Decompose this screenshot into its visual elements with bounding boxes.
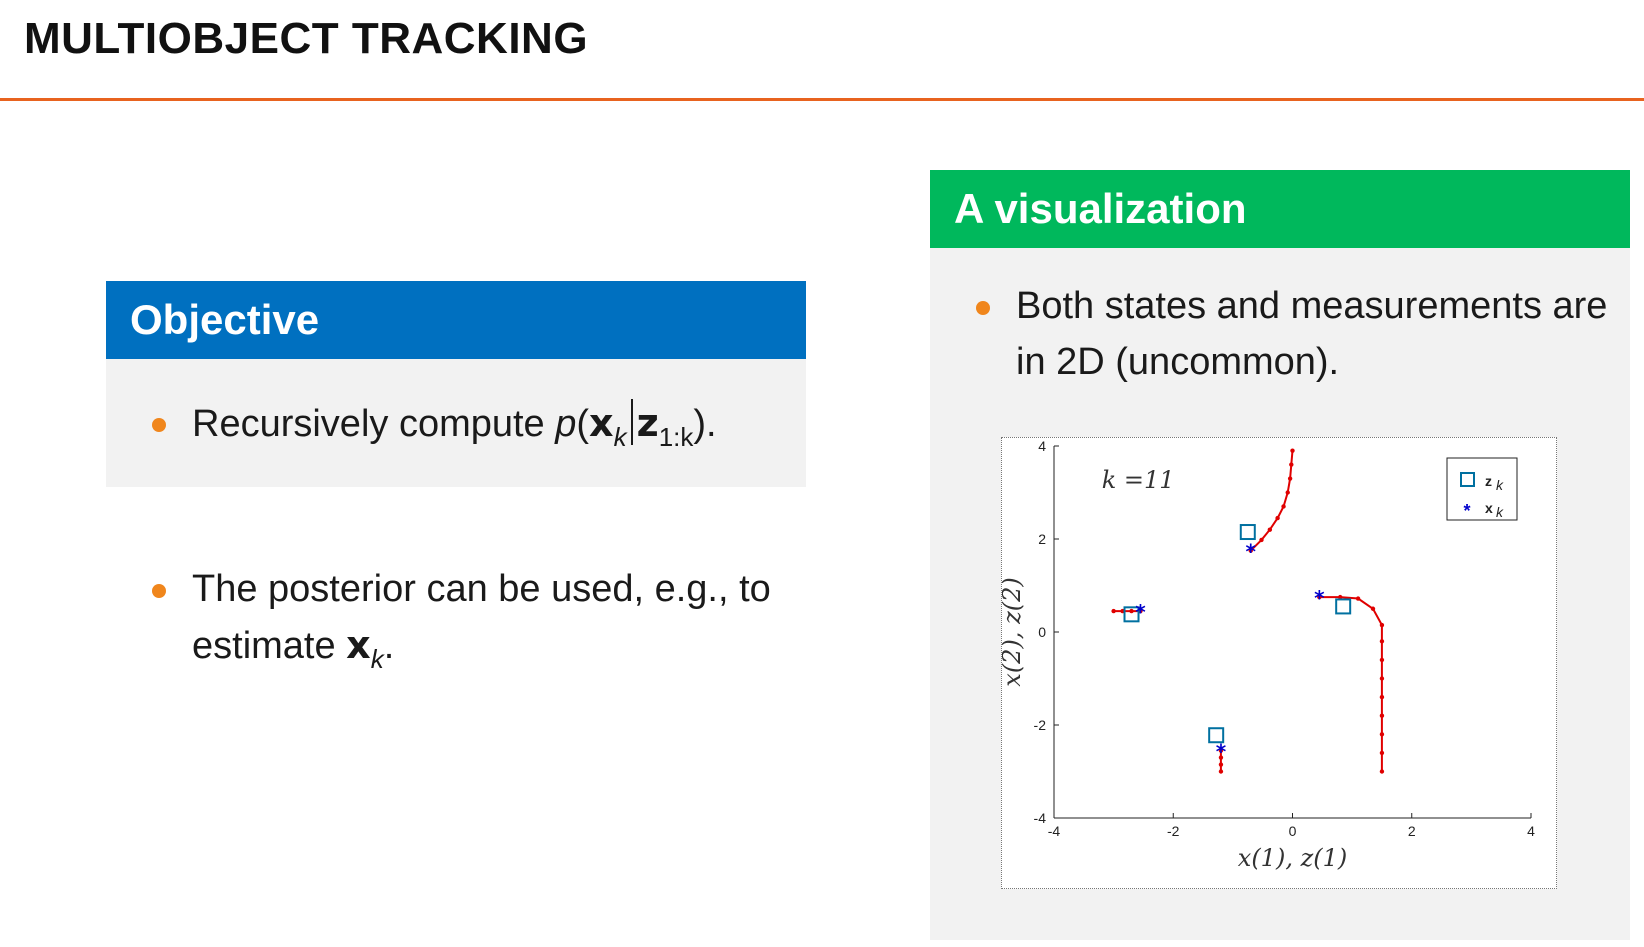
track-point	[1379, 732, 1385, 737]
track-point	[1379, 694, 1385, 700]
visualization-block: A visualization Both states and measurem…	[930, 170, 1630, 940]
y-tick-label: 0	[1038, 624, 1046, 640]
visualization-heading: A visualization	[930, 170, 1630, 248]
track-point	[1267, 527, 1273, 532]
state-marker: *	[1314, 586, 1325, 610]
legend-star-icon: *	[1463, 501, 1470, 521]
tracking-chart-svg: -4 -2 0 2 4 -4 -2 0 2 4 x(1), z(1) x(2), z(2) k =11 *…	[1002, 438, 1535, 872]
track-point	[1111, 608, 1116, 614]
track-point	[1281, 504, 1286, 509]
y-tick-label: -2	[1034, 717, 1047, 733]
objective-body: Recursively compute p(xk z1:k).	[106, 359, 806, 487]
measurement-marker	[1335, 598, 1352, 615]
x-tick-label: -4	[1048, 823, 1061, 839]
track-point	[1218, 755, 1224, 760]
track-point	[1259, 537, 1264, 543]
track-point	[1379, 750, 1385, 756]
y-axis-label: x(2), z(2)	[1002, 577, 1026, 686]
posterior-text: The posterior can be used, e.g., to esti…	[192, 561, 771, 677]
track-point	[1289, 462, 1294, 467]
legend-square-icon	[1460, 472, 1475, 487]
objective-prefix: Recursively compute	[192, 403, 556, 445]
objective-bullet-text: Recursively compute p(xk z1:k).	[192, 395, 717, 455]
y-tick-label: 4	[1038, 438, 1046, 454]
track-point	[1275, 515, 1280, 521]
legend-label-z: z	[1485, 473, 1492, 489]
slide-title: MULTIOBJECT TRACKING	[24, 14, 589, 63]
math-x: x	[589, 401, 614, 445]
state-marker: *	[1216, 740, 1227, 764]
track-point	[1287, 476, 1293, 481]
track-point	[1379, 657, 1385, 663]
x-axis-label: x(1), z(1)	[1238, 844, 1347, 872]
math-z: z	[636, 401, 659, 445]
legend-label-x: x	[1485, 500, 1493, 516]
posterior-period: .	[383, 625, 395, 667]
time-step-annotation: k =11	[1102, 466, 1175, 494]
legend-label-x-subscript: k	[1496, 504, 1504, 520]
track-line	[1250, 450, 1294, 552]
math-x: x	[346, 623, 371, 667]
visualization-bullet-text: Both states and measurements are in 2D (…	[1016, 278, 1607, 390]
bullet-icon	[976, 301, 990, 315]
posterior-bullet: The posterior can be used, e.g., to esti…	[152, 561, 812, 677]
conditional-bar	[630, 398, 633, 445]
posterior-line-2: estimate	[192, 625, 347, 667]
track-point	[1285, 490, 1290, 495]
math-x-subscript: k	[613, 422, 627, 452]
legend-box	[1446, 457, 1518, 521]
track-point	[1379, 622, 1385, 628]
math-close-paren: ).	[693, 403, 717, 445]
bullet-icon	[152, 418, 166, 432]
posterior-line-1: The posterior can be used, e.g., to	[192, 568, 771, 610]
track-point	[1290, 448, 1295, 453]
title-rule	[0, 98, 1644, 101]
objective-block: Objective Recursively compute p(xk z1:k).	[106, 281, 806, 487]
track-point	[1379, 713, 1385, 718]
measurement-marker	[1239, 524, 1256, 541]
track-point	[1218, 769, 1224, 774]
math-x-subscript: k	[370, 644, 384, 674]
track-point	[1338, 594, 1343, 600]
track-point	[1218, 762, 1224, 767]
x-tick-label: 2	[1408, 823, 1416, 839]
legend-label-z-subscript: k	[1496, 477, 1504, 493]
viz-bullet-line-1: Both states and measurements are	[1016, 285, 1608, 327]
measurement-marker	[1123, 606, 1140, 623]
objective-heading: Objective	[106, 281, 806, 359]
objective-bullet: Recursively compute p(xk z1:k).	[152, 395, 806, 455]
y-tick-label: 2	[1038, 531, 1046, 547]
track-point	[1379, 676, 1385, 681]
track-point	[1379, 639, 1385, 644]
state-marker: *	[1135, 600, 1146, 624]
x-tick-label: -2	[1167, 823, 1180, 839]
track-point	[1379, 769, 1385, 774]
bullet-icon	[152, 584, 166, 598]
track-line	[1319, 596, 1383, 772]
math-p: p	[555, 403, 577, 445]
track-point	[1129, 608, 1134, 614]
track-point	[1317, 594, 1322, 600]
measurement-marker	[1208, 727, 1225, 744]
math-z-subscript: 1:k	[658, 422, 694, 452]
track-point	[1370, 606, 1376, 611]
x-tick-label: 0	[1289, 823, 1297, 839]
track-point	[1218, 748, 1224, 753]
x-tick-label: 4	[1527, 823, 1535, 839]
visualization-bullet: Both states and measurements are in 2D (…	[976, 278, 1616, 390]
tracking-plot: -4 -2 0 2 4 -4 -2 0 2 4 x(1), z(1) x(2), z(2) k =11 *…	[1001, 437, 1557, 889]
viz-bullet-line-2: in 2D (uncommon).	[1016, 341, 1340, 383]
track-point	[1355, 596, 1361, 601]
state-marker: *	[1246, 540, 1257, 564]
math-open-paren: (	[576, 403, 590, 445]
y-tick-label: -4	[1034, 810, 1047, 826]
track-point	[1248, 548, 1253, 553]
